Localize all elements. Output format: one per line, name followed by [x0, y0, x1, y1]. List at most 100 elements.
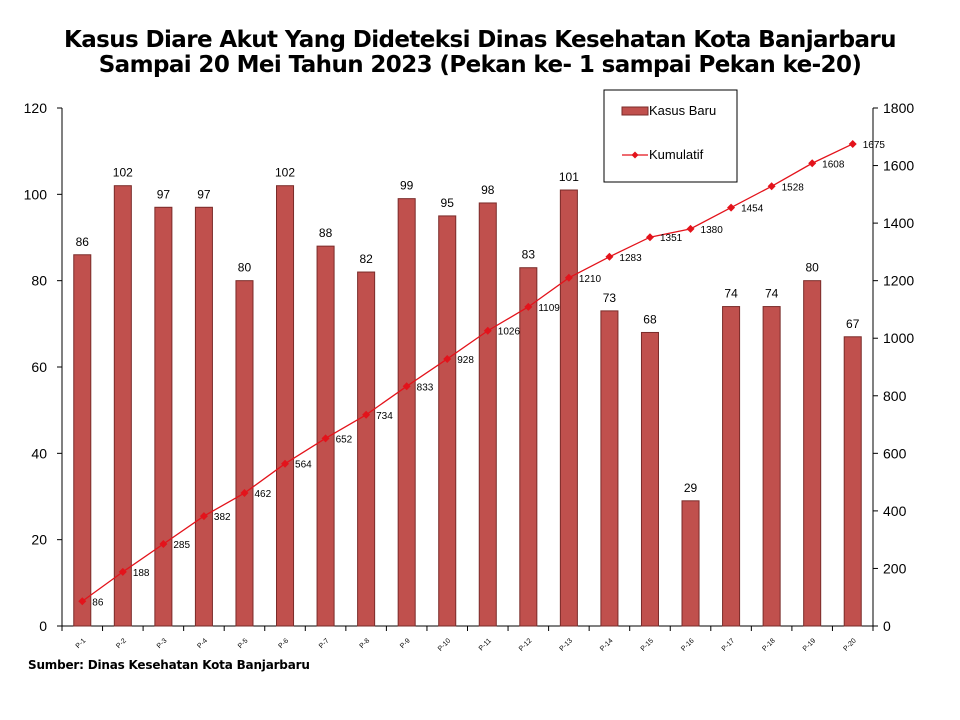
- line-value-label: 1351: [660, 233, 683, 244]
- bar-value-label: 97: [157, 187, 171, 201]
- y-right-tick-label: 1800: [883, 100, 914, 116]
- y-right-tick-label: 800: [883, 388, 907, 404]
- line-point: [78, 597, 87, 606]
- x-axis-tick-labels: P-1 P-2 P-3 P-4 P-5 P-6 P-7 P-8 P-9 P-10 P-11 P-12 P…: [75, 637, 858, 652]
- x-tick-label: P-16: [680, 637, 695, 652]
- bar-value-label: 88: [319, 226, 333, 240]
- y-right-tick-label: 0: [883, 618, 891, 634]
- bar-value-label: 97: [197, 187, 211, 201]
- bar: [194, 206, 213, 627]
- bar-data-labels: 86 102 97 97 80 102 88 82 99 95 98 83 101 73 68 29 74 74 8…: [76, 166, 860, 495]
- y-left-tick-label: 0: [39, 618, 47, 634]
- y-left-tick-label: 80: [31, 273, 47, 289]
- line-point: [362, 410, 371, 419]
- legend-label-kumulatif: Kumulatif: [649, 147, 704, 162]
- bar-value-label: 98: [481, 183, 495, 197]
- bar-value-label: 73: [603, 291, 617, 305]
- line-point: [524, 302, 533, 311]
- line-value-label: 462: [254, 489, 271, 500]
- x-tick-label: P-1: [75, 637, 88, 650]
- bar: [803, 280, 822, 627]
- legend-marker: [631, 151, 639, 159]
- line-value-label: 188: [133, 568, 150, 579]
- legend: Kasus Baru Kumulatif: [603, 89, 738, 183]
- line-point: [199, 512, 208, 521]
- bar: [843, 336, 862, 627]
- chart-title-line-1: Kasus Diare Akut Yang Dideteksi Dinas Ke…: [64, 27, 897, 53]
- line-value-label: 564: [295, 460, 312, 471]
- line-value-label: 1675: [863, 140, 886, 151]
- line-value-label: 382: [214, 512, 231, 523]
- line-point: [727, 203, 736, 212]
- x-tick-label: P-18: [761, 637, 776, 652]
- line-value-label: 1608: [822, 159, 845, 170]
- x-tick-label: P-15: [640, 637, 655, 652]
- bar: [478, 202, 497, 627]
- bar: [762, 306, 781, 627]
- bar-value-label: 82: [359, 252, 373, 266]
- line-value-label: 1026: [498, 327, 521, 338]
- line-value-label: 1283: [619, 253, 642, 264]
- bar-value-label: 74: [724, 287, 738, 301]
- y-left-tick-label: 60: [31, 359, 47, 375]
- x-tick-label: P-4: [196, 637, 209, 650]
- x-tick-label: P-14: [599, 637, 614, 652]
- bar: [681, 500, 700, 627]
- x-tick-label: P-2: [115, 637, 128, 650]
- bar: [154, 206, 173, 627]
- bar: [600, 310, 619, 627]
- y-right-tick-label: 1000: [883, 330, 914, 346]
- legend-label-kasus-baru: Kasus Baru: [649, 103, 716, 118]
- y-right-tick-label: 400: [883, 503, 907, 519]
- bar: [73, 254, 92, 627]
- bar: [113, 185, 132, 627]
- y-left-tick-label: 120: [24, 100, 48, 116]
- line-point: [645, 233, 654, 242]
- line-point: [605, 252, 614, 261]
- line-point: [564, 273, 573, 282]
- line-point: [767, 182, 776, 191]
- x-tick-label: P-5: [237, 637, 250, 650]
- line-value-label: 285: [173, 540, 190, 551]
- y-right-tick-label: 1600: [883, 158, 914, 174]
- line-point: [848, 139, 857, 148]
- bar-value-label: 80: [238, 261, 252, 275]
- bar: [235, 280, 254, 627]
- x-tick-label: P-12: [518, 637, 533, 652]
- kumulatif-line: [81, 143, 854, 602]
- x-tick-label: P-13: [559, 637, 574, 652]
- bar-value-label: 95: [441, 196, 455, 210]
- line-point: [808, 159, 817, 168]
- bar: [438, 215, 457, 627]
- bar-value-label: 80: [805, 261, 819, 275]
- line-value-label: 928: [457, 355, 474, 366]
- y-left-tick-label: 20: [31, 532, 47, 548]
- line-series-kumulatif: [78, 139, 857, 606]
- line-value-label: 1380: [701, 225, 724, 236]
- bar: [276, 185, 295, 627]
- y-left-tick-label: 100: [24, 186, 48, 202]
- bar-value-label: 101: [559, 170, 579, 184]
- line-point: [240, 489, 249, 498]
- x-tick-label: P-11: [478, 637, 493, 652]
- bar-value-label: 68: [643, 312, 657, 326]
- bar: [519, 267, 538, 627]
- line-value-label: 1454: [741, 204, 764, 215]
- line-point: [402, 382, 411, 391]
- line-point: [483, 326, 492, 335]
- line-point: [686, 224, 695, 233]
- line-value-label: 734: [376, 411, 393, 422]
- x-tick-label: P-19: [802, 637, 817, 652]
- line-point: [118, 567, 127, 576]
- x-tick-label: P-10: [437, 637, 452, 652]
- chart-axes: 0204060801001200200400600800100012001400…: [24, 100, 915, 634]
- line-value-label: 86: [92, 597, 104, 608]
- legend-swatch-bar: [621, 106, 649, 116]
- x-tick-label: P-9: [399, 637, 412, 650]
- line-value-label: 1210: [579, 274, 602, 285]
- source-note: Sumber: Dinas Kesehatan Kota Banjarbaru: [28, 658, 310, 672]
- x-tick-label: P-17: [721, 637, 736, 652]
- line-point: [321, 434, 330, 443]
- line-point: [281, 459, 290, 468]
- bar: [357, 271, 376, 627]
